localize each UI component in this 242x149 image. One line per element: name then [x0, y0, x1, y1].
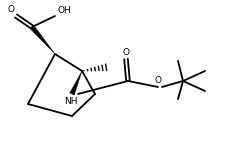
Text: OH: OH	[57, 6, 71, 15]
Text: NH: NH	[64, 97, 78, 106]
Text: O: O	[8, 5, 15, 14]
Text: O: O	[154, 76, 161, 85]
Polygon shape	[30, 25, 55, 54]
Polygon shape	[70, 71, 82, 95]
Text: O: O	[122, 48, 129, 57]
